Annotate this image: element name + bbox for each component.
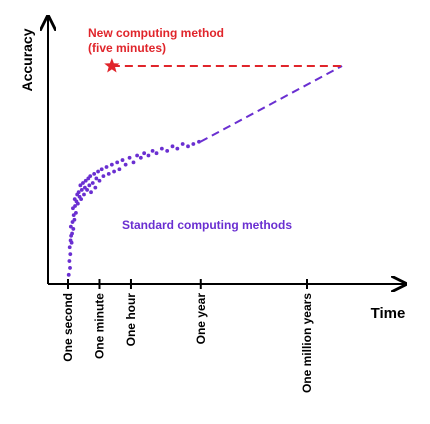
standard-point: [71, 227, 76, 231]
standard-point: [82, 192, 86, 197]
standard-point: [94, 176, 99, 181]
x-tick-label: One second: [61, 293, 75, 362]
x-tick-label: One million years: [300, 293, 314, 393]
standard-point: [79, 188, 84, 192]
standard-point: [66, 272, 71, 277]
standard-point: [90, 181, 95, 185]
standard-point: [87, 183, 92, 188]
standard-point: [120, 158, 125, 162]
standard-point: [106, 171, 111, 176]
new-method-star: [104, 58, 120, 73]
standard-point: [67, 245, 72, 250]
standard-point: [109, 162, 114, 167]
standard-point: [135, 153, 140, 158]
x-tick-label: One minute: [92, 293, 106, 359]
standard-point: [165, 149, 170, 153]
standard-point: [131, 160, 136, 165]
standard-point: [83, 178, 88, 183]
x-tick-label: One year: [194, 293, 208, 345]
x-ticks: One second One minute One hour One year One …: [61, 279, 314, 393]
standard-point: [92, 171, 97, 176]
standard-point: [73, 204, 77, 208]
standard-point: [191, 142, 196, 146]
x-tick-label: One hour: [124, 293, 138, 347]
standard-point: [89, 190, 93, 195]
standard-point: [101, 174, 106, 179]
standard-point: [112, 169, 116, 174]
standard-point: [67, 259, 72, 263]
standard-point: [150, 149, 155, 153]
standard-point: [159, 146, 164, 151]
standard-point: [85, 188, 90, 192]
standard-point: [68, 266, 72, 270]
standard-trend-line: [199, 65, 343, 143]
standard-point: [123, 162, 128, 167]
standard-point: [75, 201, 80, 206]
y-axis-label: Accuracy: [19, 28, 35, 91]
standard-method-label: Standard computing methods: [122, 218, 292, 232]
standard-point: [78, 183, 83, 188]
standard-point: [88, 174, 93, 179]
standard-point: [175, 146, 180, 151]
standard-point: [186, 144, 190, 149]
standard-point: [99, 167, 104, 172]
data-points: [66, 58, 201, 277]
standard-point: [180, 142, 185, 146]
standard-point: [68, 224, 73, 229]
standard-point: [142, 151, 147, 156]
standard-point: [197, 139, 201, 144]
new-method-label-line1: New computing method: [88, 26, 224, 40]
standard-point: [127, 155, 132, 160]
standard-point: [138, 155, 143, 160]
standard-point: [70, 231, 74, 236]
standard-point: [97, 178, 102, 183]
trend-lines: [111, 65, 345, 143]
standard-point: [117, 167, 122, 172]
standard-point: [93, 185, 98, 190]
standard-point: [68, 252, 73, 257]
x-axis-label: Time: [371, 305, 406, 322]
standard-point: [104, 165, 109, 169]
standard-point: [81, 181, 85, 185]
standard-point: [69, 240, 74, 245]
standard-point: [79, 197, 84, 201]
standard-point: [146, 153, 151, 158]
standard-point: [115, 160, 120, 165]
standard-point: [74, 210, 78, 215]
new-method-label-line2: (five minutes): [88, 41, 166, 55]
standard-point: [154, 151, 159, 156]
standard-point: [170, 144, 175, 149]
standard-point: [72, 217, 77, 222]
standard-point: [96, 169, 100, 174]
standard-point: [76, 190, 81, 195]
